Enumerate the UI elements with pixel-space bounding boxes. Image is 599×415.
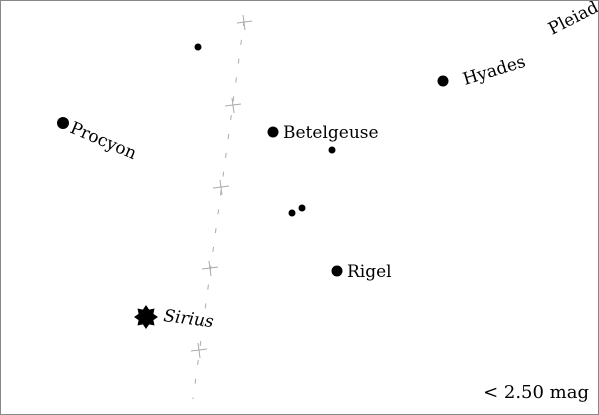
label-sirius: Sirius: [162, 306, 215, 332]
star-unnamed-3: [298, 204, 306, 212]
label-procyon: Procyon: [67, 118, 139, 164]
sirius-star-icon: [134, 305, 158, 329]
star-betelgeuse: [267, 126, 279, 138]
equator-tick-icon: [201, 260, 219, 277]
star-hyades: [437, 75, 449, 87]
label-rigel: Rigel: [347, 262, 392, 282]
celestial-equator: [190, 14, 253, 400]
label-pleiades: Pleiad: [545, 1, 598, 39]
label-betelgeuse: Betelgeuse: [283, 123, 379, 143]
equator-tick-icon: [236, 14, 253, 31]
equator-tick-icon: [190, 342, 208, 359]
magnitude-limit-label: < 2.50 mag: [483, 382, 589, 403]
star-procyon: [57, 117, 69, 129]
equator-tick-icon: [224, 97, 242, 114]
stars: [57, 43, 449, 329]
equator-dashed-line: [192, 20, 245, 400]
star-rigel: [331, 265, 343, 277]
equator-tick-icon: [212, 179, 230, 196]
label-hyades: Hyades: [461, 52, 528, 90]
star-unnamed-1: [194, 43, 202, 51]
star-unnamed-2: [328, 146, 336, 154]
star-unnamed-4: [288, 209, 296, 217]
